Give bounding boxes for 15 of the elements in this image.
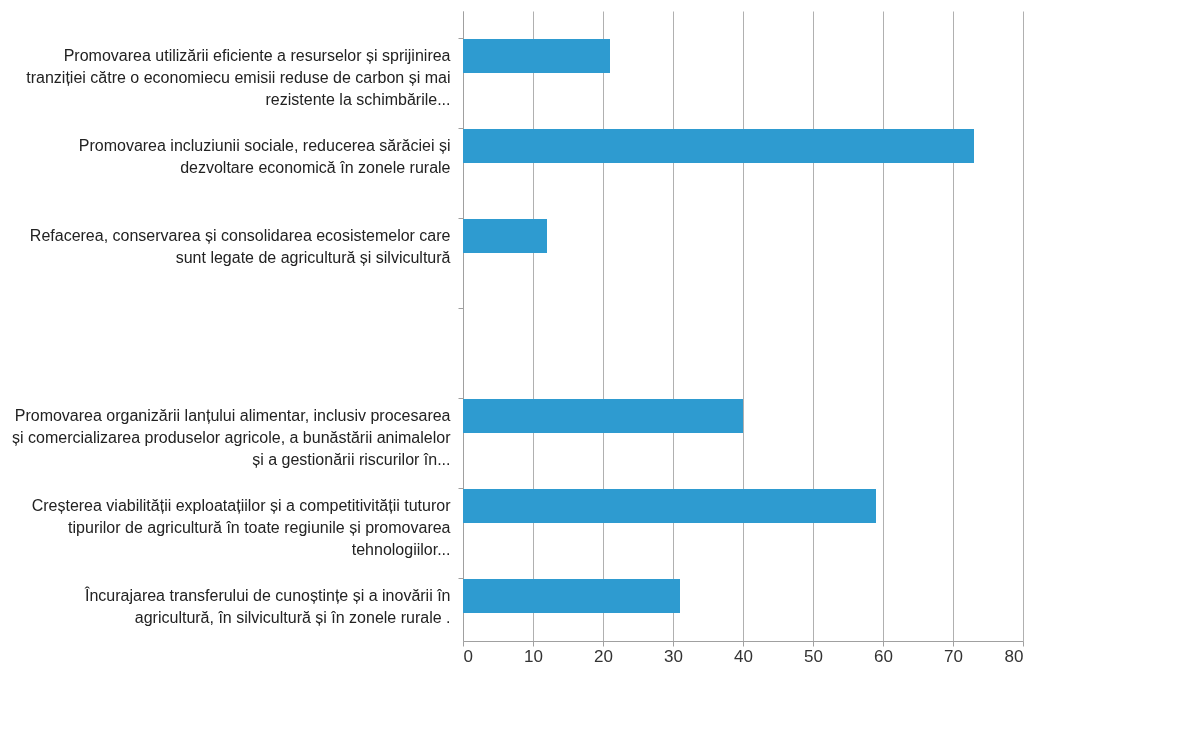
x-tick-label: 20 [594, 646, 613, 666]
x-tick-label: 80 [1004, 646, 1024, 666]
y-tick-label: Încurajarea transferului de cunoștințe și a inovării în agricultură, în silvicultură și în zonele rurale . [83, 586, 451, 626]
y-tick-label: Promovarea organizării lanțului alimentar, inclusiv procesarea și comercializarea produselor agricole, a bunăstării animalelor și a gestionării riscurilor în... [12, 407, 452, 468]
x-tick-label: 40 [734, 646, 753, 666]
y-tick-label: Creșterea viabilității exploatațiilor și a competitivității tuturor tipurilor de agricultură în toate regiunile și promovarea tehnologiilor... [31, 497, 452, 558]
x-tick-label: 70 [944, 646, 963, 666]
x-tick-label: 0 [463, 646, 473, 666]
x-tick-label: 50 [804, 646, 823, 666]
x-tick-label: 30 [664, 646, 683, 666]
y-tick-label: Promovarea incluziunii sociale, reducerea sărăciei și dezvoltare economică în zonele rurale [78, 137, 451, 176]
y-tick-label: Promovarea utilizării eficiente a resurselor și sprijinirea tranziției către o economiecu emisii reduse de carbon și mai rezistente la schimbările... [26, 47, 451, 108]
x-tick-label: 10 [524, 646, 543, 666]
y-tick-label: Refacerea, conservarea și consolidarea ecosistemelor care sunt legate de agricultură și silvicultură [29, 227, 451, 266]
x-tick-label: 60 [874, 646, 893, 666]
